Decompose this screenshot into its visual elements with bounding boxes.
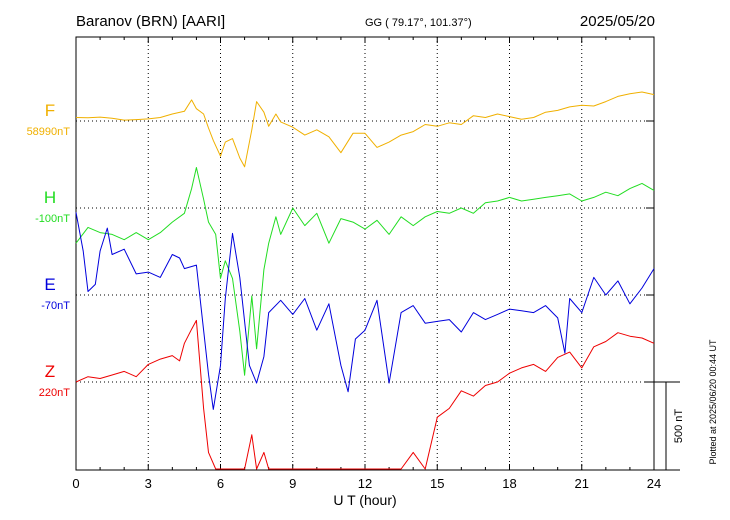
x-tick-label: 0 xyxy=(72,476,79,491)
series-z-line xyxy=(75,319,655,470)
station-title: Baranov (BRN) [AARI] xyxy=(76,13,225,30)
series-z-baseline: 220nT xyxy=(39,387,70,399)
series-z-name: Z xyxy=(45,362,55,381)
plot-date: 2025/05/20 xyxy=(580,13,655,30)
series-e-name: E xyxy=(44,275,55,294)
x-tick-label: 3 xyxy=(145,476,152,491)
x-tick-label: 6 xyxy=(217,476,224,491)
series-f-baseline: 58990nT xyxy=(27,126,71,138)
series-labels: F 58990nT H -100nT E -70nT Z 220nT xyxy=(27,101,71,399)
series-h-name: H xyxy=(44,188,56,207)
series-h-baseline: -100nT xyxy=(35,213,70,225)
x-tick-label: 18 xyxy=(502,476,516,491)
x-tick-label: 24 xyxy=(647,476,661,491)
x-tick-label: 21 xyxy=(575,476,589,491)
x-tick-label: 12 xyxy=(358,476,372,491)
scale-bar: 500 nT xyxy=(645,381,685,471)
series-group xyxy=(75,91,655,470)
plotted-timestamp: Plotted at 2025/06/20 00:44 UT xyxy=(708,339,718,465)
x-axis-label: U T (hour) xyxy=(333,492,396,508)
series-e-line xyxy=(75,212,655,410)
grid xyxy=(76,37,654,470)
station-coords: GG ( 79.17°, 101.37°) xyxy=(365,17,472,29)
x-tick-label: 9 xyxy=(289,476,296,491)
x-ticks: 0 3 6 9 12 15 18 21 24 xyxy=(72,37,661,491)
series-e-baseline: -70nT xyxy=(41,300,70,312)
x-tick-label: 15 xyxy=(430,476,444,491)
series-f-line xyxy=(75,91,655,168)
series-f-name: F xyxy=(45,101,55,120)
scale-bar-label: 500 nT xyxy=(673,409,685,444)
series-h-line xyxy=(75,167,655,376)
